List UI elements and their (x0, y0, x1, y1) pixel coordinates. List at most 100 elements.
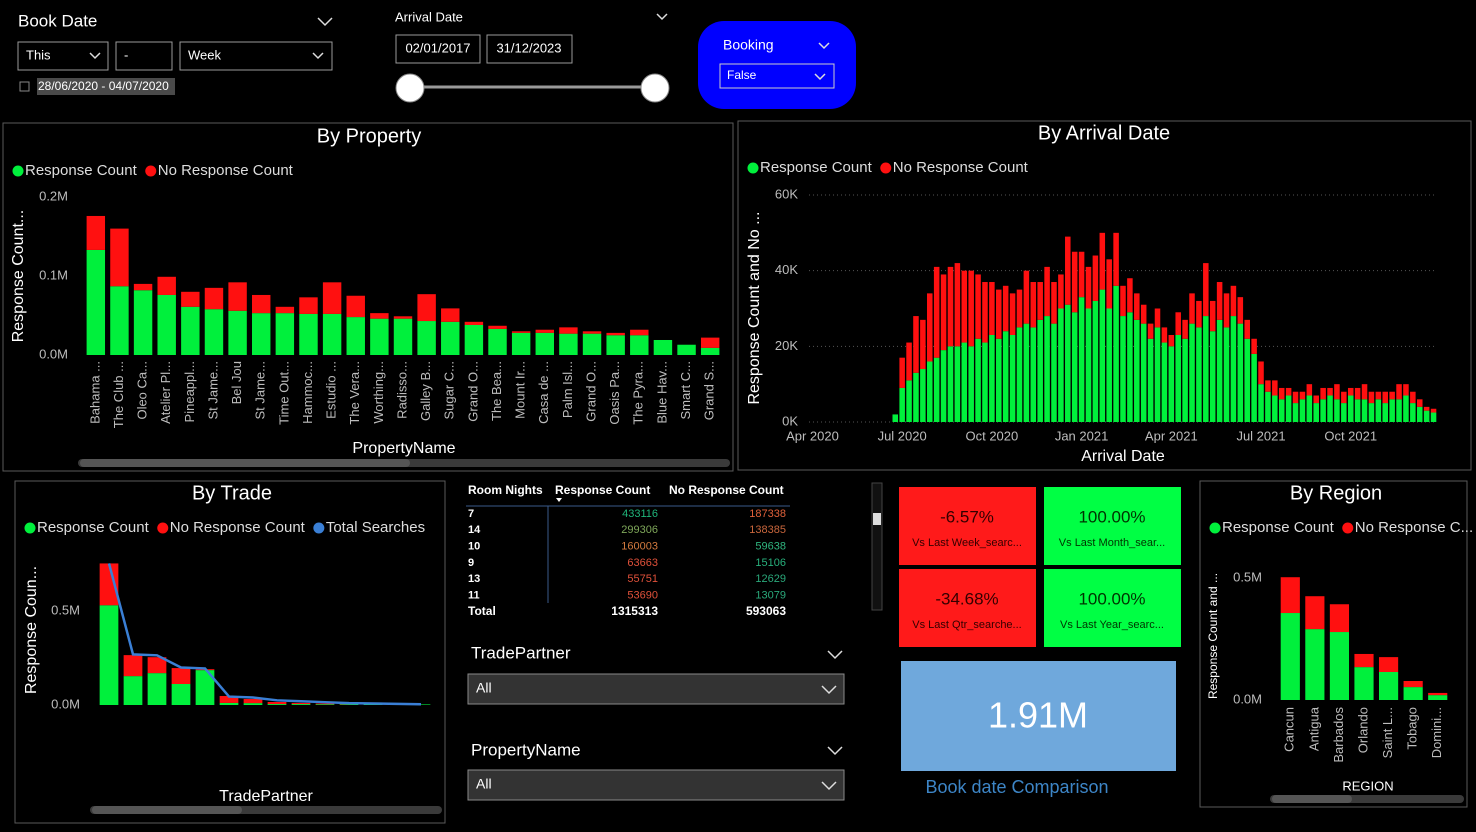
bar (1389, 391, 1395, 400)
kpi-label: Vs Last Month_sear... (1059, 537, 1165, 549)
chart-title: By Property (317, 125, 421, 147)
date-value: 02/01/2017 (405, 40, 470, 55)
legend-label: Response Count (37, 519, 150, 536)
scrollbar-thumb[interactable] (80, 459, 410, 467)
bar (1223, 293, 1230, 328)
bar (441, 321, 460, 355)
slider-handle[interactable] (640, 73, 670, 103)
y-tick-label: 20K (775, 338, 798, 353)
table-scrollbar[interactable] (871, 482, 883, 611)
bar (1354, 653, 1374, 668)
x-tick-label: Tobago (1405, 707, 1420, 750)
x-tick-label: Smart C... (678, 361, 693, 420)
bar (1230, 285, 1237, 317)
bar (961, 342, 968, 422)
bar (582, 333, 602, 355)
bar (989, 282, 995, 335)
x-tick-label: Pineappl... (182, 361, 197, 422)
x-axis-label: TradePartner (219, 788, 313, 805)
table-cell: 59638 (755, 541, 786, 553)
bar (1230, 316, 1237, 422)
card-value: 1.91M (988, 695, 1088, 736)
bar (133, 290, 153, 355)
bar (1002, 331, 1009, 422)
date-input[interactable] (486, 34, 573, 64)
chevron[interactable] (818, 42, 830, 50)
bar (1334, 384, 1340, 400)
bar (195, 670, 215, 705)
bar (315, 703, 335, 705)
input[interactable] (115, 41, 173, 71)
table-scroll-thumb[interactable] (873, 513, 881, 525)
bar (1161, 327, 1168, 343)
bar (1306, 384, 1313, 396)
table-total: 1315313 (611, 604, 658, 618)
bar (511, 332, 531, 355)
y-tick-label: 60K (775, 186, 798, 201)
range-text: 28/06/2020 - 04/07/2020 (38, 79, 169, 93)
card-label: Book date Comparison (925, 777, 1108, 797)
chevron[interactable] (827, 650, 843, 660)
y-tick-label: 40K (775, 262, 798, 277)
bar (1209, 300, 1216, 332)
y-axis-label: Response Count... (10, 210, 27, 343)
dropdown[interactable] (467, 673, 845, 705)
bar (417, 294, 436, 322)
bar (417, 321, 436, 355)
slicer-title: TradePartner (471, 643, 571, 662)
bar (1065, 236, 1071, 305)
x-tick-label: Saint L... (1380, 707, 1395, 758)
legend-marker (157, 522, 169, 534)
x-tick-label: Radisso... (394, 361, 409, 419)
dropdown[interactable] (179, 41, 333, 71)
kpi-card (899, 569, 1036, 647)
bar (1216, 282, 1223, 320)
x-axis-label: PropertyName (352, 440, 455, 457)
bar (1285, 387, 1292, 396)
scrollbar-thumb[interactable] (1272, 795, 1352, 803)
bar (1280, 577, 1300, 614)
sort-arrow (556, 498, 562, 502)
bar (157, 276, 176, 295)
dropdown[interactable] (467, 769, 845, 801)
kpi-value: -34.68% (935, 589, 998, 608)
bar (393, 316, 413, 319)
date-input[interactable] (395, 34, 481, 64)
legend-marker (12, 165, 24, 177)
bar (370, 313, 389, 319)
bar (1329, 632, 1350, 700)
dropdown[interactable] (719, 63, 835, 89)
legend-label: Response Count (1222, 519, 1335, 536)
bar (1058, 274, 1064, 309)
bar (1396, 384, 1402, 400)
bar (181, 306, 200, 355)
legend-marker (1342, 522, 1354, 534)
bar (1423, 410, 1430, 422)
chevron[interactable] (827, 746, 843, 756)
bar (133, 283, 153, 291)
legend-label: No Response Count (170, 519, 306, 536)
bar (1030, 327, 1037, 422)
bar (1196, 327, 1202, 422)
x-tick-label: Mount Ir... (513, 361, 528, 419)
bar (982, 282, 988, 343)
scrollbar-thumb[interactable] (92, 806, 242, 814)
chevron[interactable] (656, 13, 668, 21)
slider-handle[interactable] (395, 73, 425, 103)
bar (1189, 323, 1195, 422)
bar (1244, 338, 1250, 422)
bar (322, 282, 342, 314)
chevron[interactable] (317, 17, 333, 27)
bar (1251, 353, 1257, 422)
bar (1382, 403, 1389, 422)
legend-label: No Response C... (1355, 519, 1473, 536)
bar (996, 338, 1002, 422)
bar (1306, 395, 1313, 422)
bar (1389, 399, 1395, 422)
x-axis-label: Arrival Date (1081, 448, 1165, 465)
bar (123, 676, 143, 705)
bar (1085, 266, 1092, 309)
y-tick-label: 0.5M (51, 603, 80, 618)
y-tick-label: 0.2M (39, 188, 68, 203)
bar (1347, 387, 1354, 396)
